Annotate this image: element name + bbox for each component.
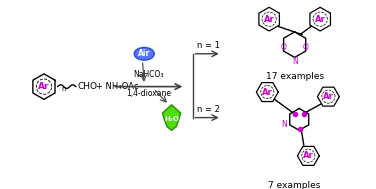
- Text: Ar: Ar: [262, 88, 273, 97]
- Text: Ar: Ar: [264, 15, 274, 24]
- Text: 17 examples: 17 examples: [265, 72, 324, 81]
- Text: CHO: CHO: [78, 82, 98, 91]
- Text: 1,4-dioxane: 1,4-dioxane: [126, 89, 171, 98]
- Ellipse shape: [134, 47, 154, 60]
- Text: Air: Air: [138, 49, 150, 58]
- Text: n: n: [62, 86, 66, 92]
- Text: O: O: [303, 43, 309, 52]
- Text: n = 1: n = 1: [197, 41, 220, 50]
- Text: Ar: Ar: [303, 151, 314, 160]
- Text: n = 2: n = 2: [197, 105, 220, 114]
- Text: Ar: Ar: [38, 82, 50, 91]
- Polygon shape: [162, 105, 181, 130]
- Text: N: N: [282, 120, 287, 129]
- Text: Ar: Ar: [315, 15, 326, 24]
- Text: + NH₄OAc: + NH₄OAc: [96, 82, 138, 91]
- Text: H₂O: H₂O: [164, 116, 179, 122]
- Text: N: N: [292, 57, 297, 66]
- Text: NaHCO₃: NaHCO₃: [133, 70, 164, 79]
- Text: Ar: Ar: [323, 92, 334, 101]
- Text: O: O: [280, 43, 287, 52]
- Text: 7 examples: 7 examples: [268, 181, 321, 189]
